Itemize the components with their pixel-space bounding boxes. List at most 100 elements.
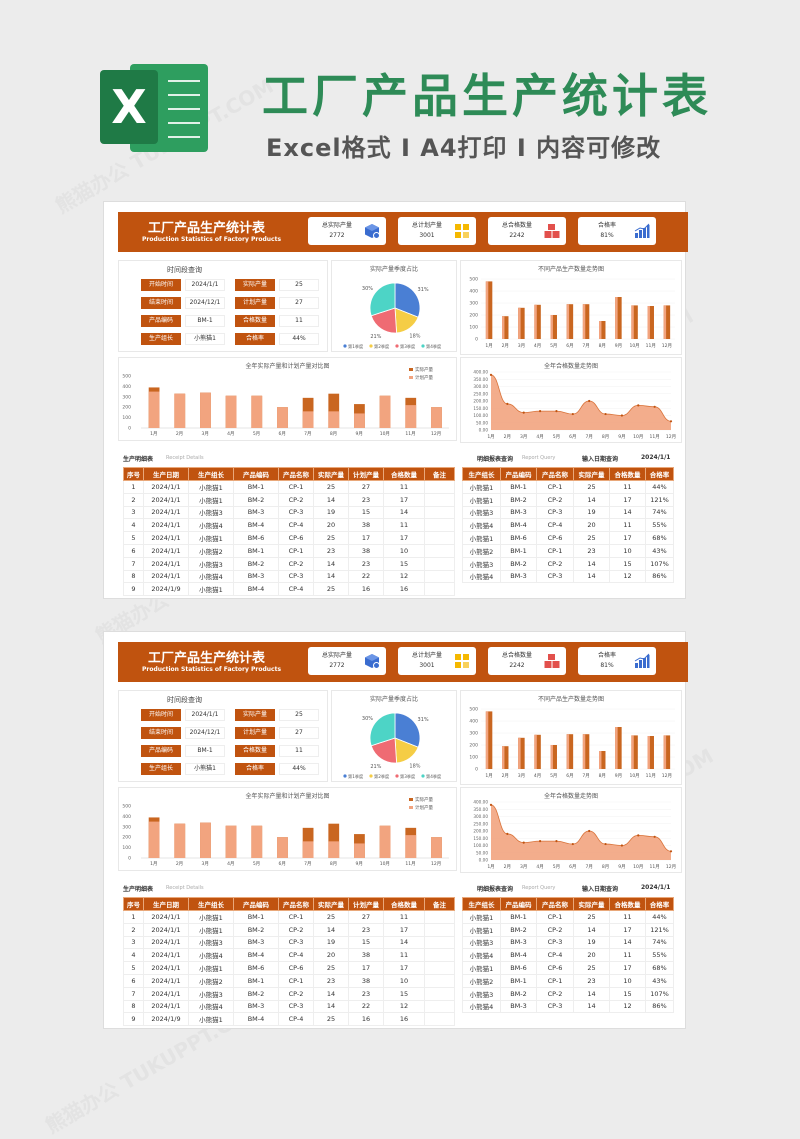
cubes-icon [544, 654, 560, 668]
trend-chart-title: 不同产品生产数量走势图 [537, 696, 604, 703]
pie-label: 31% [418, 717, 429, 723]
data-point [620, 414, 624, 417]
sheet-header: 工厂产品生产统计表 Production Statistics of Facto… [118, 212, 688, 252]
table-row[interactable]: 6 2024/1/1 小熊猫2 BM-1 CP-1 23 38 10 [123, 543, 455, 558]
y-tick-label: 200.00 [473, 399, 488, 404]
report-query-title: 明细报表查询 [477, 886, 514, 893]
table-row[interactable]: 小熊猫1 BM-1 CP-1 25 11 44% [462, 910, 674, 924]
pie-slice [394, 712, 421, 748]
table-row[interactable]: 6 2024/1/1 小熊猫2 BM-1 CP-1 23 38 10 [123, 973, 455, 988]
table-row[interactable]: 小熊猫3 BM-2 CP-2 14 15 107% [462, 556, 674, 571]
table-cell: BM-3 [500, 569, 537, 584]
table-row[interactable]: 小熊猫4 BM-3 CP-3 14 12 86% [462, 999, 674, 1014]
pie-chart-card: 实际产量季度占比 31% 18% 21% 30% 第1季度 第2季度 第3季度 第4季度 [331, 260, 457, 352]
table-cell: 4 [123, 518, 144, 533]
grid-icon [455, 224, 469, 238]
table-row[interactable]: 3 2024/1/1 小熊猫3 BM-3 CP-3 19 15 14 [123, 935, 455, 950]
table-cell: 19 [573, 935, 610, 950]
table-cell: 22 [348, 999, 384, 1014]
y-tick-label: 200 [469, 313, 478, 319]
bar [485, 281, 493, 339]
table-row[interactable]: 小熊猫1 BM-2 CP-2 14 17 121% [462, 922, 674, 937]
y-tick-label: 250.00 [473, 821, 488, 826]
table-row[interactable]: 小熊猫3 BM-3 CP-3 19 14 74% [462, 935, 674, 950]
product-code-input[interactable]: BM-1 [185, 745, 225, 757]
table-row[interactable]: 7 2024/1/1 小熊猫3 BM-2 CP-2 14 23 15 [123, 556, 455, 571]
table-row[interactable]: 7 2024/1/1 小熊猫3 BM-2 CP-2 14 23 15 [123, 986, 455, 1001]
data-point [637, 404, 640, 407]
kpi-card-qualified: 总合格数量 2242 [488, 647, 566, 675]
date-query-input[interactable]: 2024/1/1 [641, 454, 671, 461]
table-row[interactable]: 1 2024/1/1 小熊猫1 BM-1 CP-1 25 27 11 [123, 910, 455, 924]
table-row[interactable]: 小熊猫3 BM-3 CP-3 19 14 74% [462, 505, 674, 520]
table-cell: 16 [383, 1012, 425, 1027]
y-tick-label: 0.00 [479, 428, 489, 433]
table-cell: 25 [573, 480, 610, 494]
table-cell [424, 935, 455, 950]
team-leader-label: 生产组长 [141, 333, 181, 345]
table-cell: 15 [609, 986, 646, 1001]
table-cell: 9 [123, 1012, 144, 1027]
end-time-input[interactable]: 2024/12/1 [185, 297, 225, 309]
table-row[interactable]: 2 2024/1/1 小熊猫1 BM-2 CP-2 14 23 17 [123, 492, 455, 507]
planned-output-value: 27 [279, 727, 319, 739]
sheet-header: 工厂产品生产统计表 Production Statistics of Facto… [118, 642, 688, 682]
sheet-title: 工厂产品生产统计表 [148, 221, 266, 236]
product-code-input[interactable]: BM-1 [185, 315, 225, 327]
table-row[interactable]: 小熊猫1 BM-6 CP-6 25 17 68% [462, 531, 674, 545]
data-point [669, 850, 673, 853]
table-row[interactable]: 4 2024/1/1 小熊猫4 BM-4 CP-4 20 38 11 [123, 948, 455, 963]
x-tick-label: 1月 [487, 864, 494, 870]
table-cell: 74% [645, 935, 674, 950]
table-row[interactable]: 5 2024/1/1 小熊猫1 BM-6 CP-6 25 17 17 [123, 531, 455, 545]
table-cell: 14 [313, 922, 349, 937]
table-row[interactable]: 小熊猫2 BM-1 CP-1 23 10 43% [462, 543, 674, 558]
date-query-input[interactable]: 2024/1/1 [641, 884, 671, 891]
x-tick-label: 3月 [518, 773, 525, 779]
start-time-input[interactable]: 2024/1/1 [185, 279, 225, 291]
table-row[interactable]: 小熊猫1 BM-2 CP-2 14 17 121% [462, 492, 674, 507]
table-row[interactable]: 小熊猫3 BM-2 CP-2 14 15 107% [462, 986, 674, 1001]
table-row[interactable]: 2 2024/1/1 小熊猫1 BM-2 CP-2 14 23 17 [123, 922, 455, 937]
table-row[interactable]: 小熊猫2 BM-1 CP-1 23 10 43% [462, 973, 674, 988]
start-time-input[interactable]: 2024/1/1 [185, 709, 225, 721]
table-cell: 2024/1/1 [143, 492, 189, 507]
table-cell: 12 [383, 999, 425, 1014]
team-leader-input[interactable]: 小熊猫1 [185, 333, 225, 345]
table-cell: 2024/1/1 [143, 531, 189, 545]
y-tick-label: 250.00 [473, 391, 488, 396]
table-row[interactable]: 小熊猫1 BM-6 CP-6 25 17 68% [462, 961, 674, 975]
table-row[interactable]: 9 2024/1/9 小熊猫1 BM-4 CP-4 25 16 16 [123, 1012, 455, 1027]
y-tick-label: 200 [122, 405, 131, 411]
bar [534, 304, 541, 339]
table-cell: CP-3 [278, 935, 314, 950]
table-row[interactable]: 小熊猫4 BM-4 CP-4 20 11 55% [462, 518, 674, 533]
table-cell: BM-4 [500, 948, 537, 963]
table-cell: 7 [123, 986, 144, 1001]
table-cell: 6 [123, 543, 144, 558]
table-row[interactable]: 小熊猫1 BM-1 CP-1 25 11 44% [462, 480, 674, 494]
table-cell: CP-3 [536, 505, 574, 520]
team-leader-input[interactable]: 小熊猫1 [185, 763, 225, 775]
bar-highlight [631, 735, 634, 769]
detail-table-header: 合格数量 [383, 467, 425, 481]
table-row[interactable]: 1 2024/1/1 小熊猫1 BM-1 CP-1 25 27 11 [123, 480, 455, 494]
end-time-input[interactable]: 2024/12/1 [185, 727, 225, 739]
cubes-icon [544, 224, 560, 238]
table-row[interactable]: 8 2024/1/1 小熊猫4 BM-3 CP-3 14 22 12 [123, 569, 455, 584]
table-cell: 14 [573, 492, 610, 507]
table-row[interactable]: 小熊猫4 BM-3 CP-3 14 12 86% [462, 569, 674, 584]
x-tick-label: 5月 [553, 864, 560, 870]
table-row[interactable]: 5 2024/1/1 小熊猫1 BM-6 CP-6 25 17 17 [123, 961, 455, 975]
table-cell: 25 [313, 961, 349, 975]
table-row[interactable]: 小熊猫4 BM-4 CP-4 20 11 55% [462, 948, 674, 963]
table-row[interactable]: 8 2024/1/1 小熊猫4 BM-3 CP-3 14 22 12 [123, 999, 455, 1014]
table-row[interactable]: 3 2024/1/1 小熊猫3 BM-3 CP-3 19 15 14 [123, 505, 455, 520]
table-cell: 25 [313, 582, 349, 597]
data-point [604, 412, 607, 416]
table-row[interactable]: 9 2024/1/9 小熊猫1 BM-4 CP-4 25 16 16 [123, 582, 455, 597]
table-cell: BM-2 [500, 492, 537, 507]
table-row[interactable]: 4 2024/1/1 小熊猫4 BM-4 CP-4 20 38 11 [123, 518, 455, 533]
area-fill [491, 374, 671, 430]
data-point [522, 411, 525, 414]
